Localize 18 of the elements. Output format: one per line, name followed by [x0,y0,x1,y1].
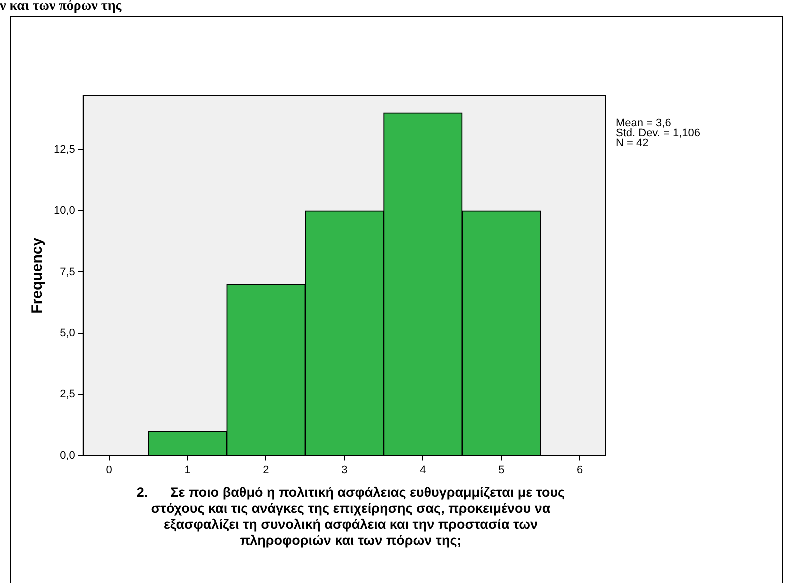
y-tick-label: 12,5 [54,144,76,156]
y-tick-label: 7,5 [60,266,76,278]
y-tick-label: 5,0 [60,327,76,340]
x-tick-label: 4 [420,464,426,476]
y-tick-label: 0,0 [60,450,76,462]
text: Mean = 3,6 [616,118,672,130]
x-tick-label: 3 [342,464,348,476]
y-axis-title: Frequency [29,237,46,314]
x-tick-label: 2 [263,464,270,476]
x-axis-title: 2. Σε ποιο βαθμό η πολιτική ασφάλειας ευθυγραμμίζεται με τους στόχους και τις ανάγκες της επιχείρησης σας, προκειμένου να εξασφαλίζει τη συνολική ασφάλεια και την προστασία των πληροφοριών και των πόρων της; [136,485,566,549]
x-tick-label: 1 [184,464,191,476]
text: Std. Dev. = 1,106 [616,128,700,140]
x-tick-label: 5 [498,464,505,476]
text: N = 42 [616,138,649,150]
x-tick-label: 6 [577,464,584,476]
y-tick-label: 2,5 [60,388,76,401]
x-tick-label: 0 [106,464,112,476]
y-tick-label: 10,0 [54,205,76,218]
